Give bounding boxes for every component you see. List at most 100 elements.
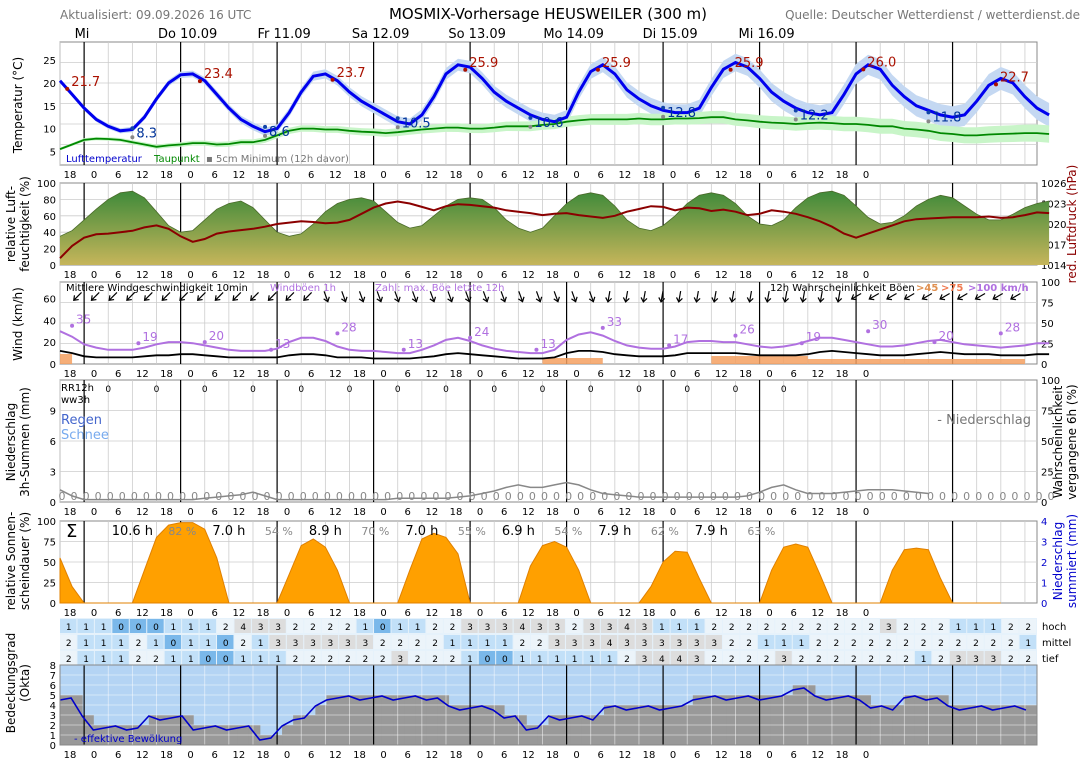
cloud-cell (618, 635, 635, 649)
arrow-head (711, 297, 719, 303)
humid-ylabel-2: feuchtigkeit (%) (18, 176, 32, 272)
precip-prob-ytick: 50 (1041, 437, 1054, 448)
cloud-cell-value: 3 (258, 623, 264, 633)
cloud-cell-value: 2 (1025, 655, 1031, 665)
cloud-cell (60, 651, 77, 665)
sun-hour-tick: 0 (91, 608, 97, 619)
cloud-cell-value: 2 (432, 639, 438, 649)
cloud-cell-value: 2 (903, 655, 909, 665)
cloud-cell-value: 2 (868, 655, 874, 665)
cloud-cell-value: 1 (572, 655, 578, 665)
cloud-cell-value: 1 (83, 623, 89, 633)
cloud-hour-tick: 0 (863, 750, 869, 761)
precip-hour-tick: 0 (380, 507, 386, 518)
humid-ytick: 40 (43, 228, 56, 239)
precip-hour-tick: 0 (91, 507, 97, 518)
soil-min-dot (528, 124, 533, 129)
precip-3h-value: 0 (312, 490, 319, 503)
arrow-shaft (412, 291, 417, 301)
cloud-cell (234, 651, 251, 665)
wind-direction-arrow (711, 290, 719, 303)
max-gust-label: 13 (408, 337, 423, 351)
cloud-cell-value: 2 (764, 655, 770, 665)
cloud-cell-value: 1 (676, 623, 682, 633)
cloud-cell (478, 635, 496, 649)
min-temp-dot (926, 110, 931, 115)
cloud-cell (722, 635, 740, 649)
arrow-shaft (958, 292, 968, 300)
cloud-cell (635, 651, 653, 665)
sunshine-percent: 54 % (265, 525, 293, 538)
sunshine-percent: 54 % (554, 525, 582, 538)
precip-3h-value: 0 (987, 490, 994, 503)
sunshine-hours: 7.0 h (212, 524, 245, 539)
temp-hour-tick: 0 (573, 170, 579, 181)
sum-precip-ytick: 1 (1041, 579, 1047, 590)
temp-hour-tick: 18 (450, 170, 463, 181)
cloud-cell (845, 651, 862, 665)
cloud-cell (182, 635, 199, 649)
precip-hour-tick: 0 (766, 507, 772, 518)
sum-precip-ylabel-1: Niederschlag (1051, 522, 1065, 600)
sun-hour-tick: 0 (477, 608, 483, 619)
cloud-cell (1019, 651, 1036, 665)
cloud-cell-value: 3 (642, 623, 648, 633)
precip-3h-value: 0 (722, 490, 729, 503)
cloud-cell-value: 1 (1025, 639, 1031, 649)
cloud-cell (792, 651, 810, 665)
pressure-ylabel: red. Luftdruck (hPa) (1065, 165, 1079, 284)
soil-min-dot (661, 114, 666, 119)
cloud-bar (903, 695, 916, 745)
arrow-head (764, 297, 772, 303)
precip-hour-tick: 12 (232, 507, 245, 518)
arrow-shaft (341, 291, 346, 301)
cloud-cell (234, 619, 251, 633)
cloud-bar (737, 695, 749, 745)
precip-3h-value: 0 (251, 490, 258, 503)
precip-hour-tick: 12 (136, 507, 149, 518)
cloud-cell-value: 2 (293, 655, 299, 665)
max-gust-label: 35 (76, 313, 91, 327)
humid-hour-tick: 12 (715, 270, 728, 281)
humid-hour-tick: 18 (257, 270, 270, 281)
cloud-cell (443, 651, 461, 665)
temp-ylabel: Temperatur (°C) (11, 57, 25, 154)
precip-3h-value: 0 (131, 490, 138, 503)
arrow-head (482, 296, 490, 303)
legend-gust: Windböen 1h (270, 283, 336, 294)
cloud-cell (722, 619, 740, 633)
cloud-cell (949, 619, 967, 633)
min-temp-label: 8.3 (136, 126, 157, 141)
sunshine-hours: 7.0 h (405, 524, 438, 539)
gust-line (59, 330, 1050, 355)
cloud-hour-tick: 12 (425, 750, 438, 761)
cloud-cell (391, 635, 408, 649)
arrow-shaft (887, 292, 897, 300)
max-temp-dot (463, 67, 468, 72)
sun-hour-tick: 18 (160, 608, 173, 619)
cloud-cell (461, 651, 478, 665)
cloud-hour-tick: 6 (598, 750, 604, 761)
wind-hour-tick: 12 (522, 369, 535, 380)
day-label: So 13.09 (448, 27, 506, 42)
wind-direction-arrow (232, 292, 242, 301)
wind-hour-tick: 0 (670, 369, 676, 380)
cloud-cell (688, 619, 705, 633)
humid-ytick: 0 (50, 261, 56, 272)
cloud-cell (182, 619, 199, 633)
cloud-cell (94, 619, 112, 633)
max-gust-dot (70, 323, 75, 328)
precip-3h-value: 0 (963, 490, 970, 503)
wind-ytick: 60 (43, 294, 56, 305)
wind-hour-tick: 12 (425, 369, 438, 380)
max-gust-dot (733, 333, 738, 338)
temp-ytick: 15 (43, 102, 56, 113)
arrow-head (729, 297, 736, 303)
gust-probability-bar (711, 356, 808, 364)
precip-3h-value: 0 (529, 490, 536, 503)
cloud-cell (914, 635, 932, 649)
cloud-cell-value: 2 (816, 623, 822, 633)
legend-mean-wind: Mittlere Windgeschwindigkeit 10min (66, 283, 248, 294)
arrow-head (214, 295, 221, 301)
precip-3h-value: 0 (746, 490, 753, 503)
